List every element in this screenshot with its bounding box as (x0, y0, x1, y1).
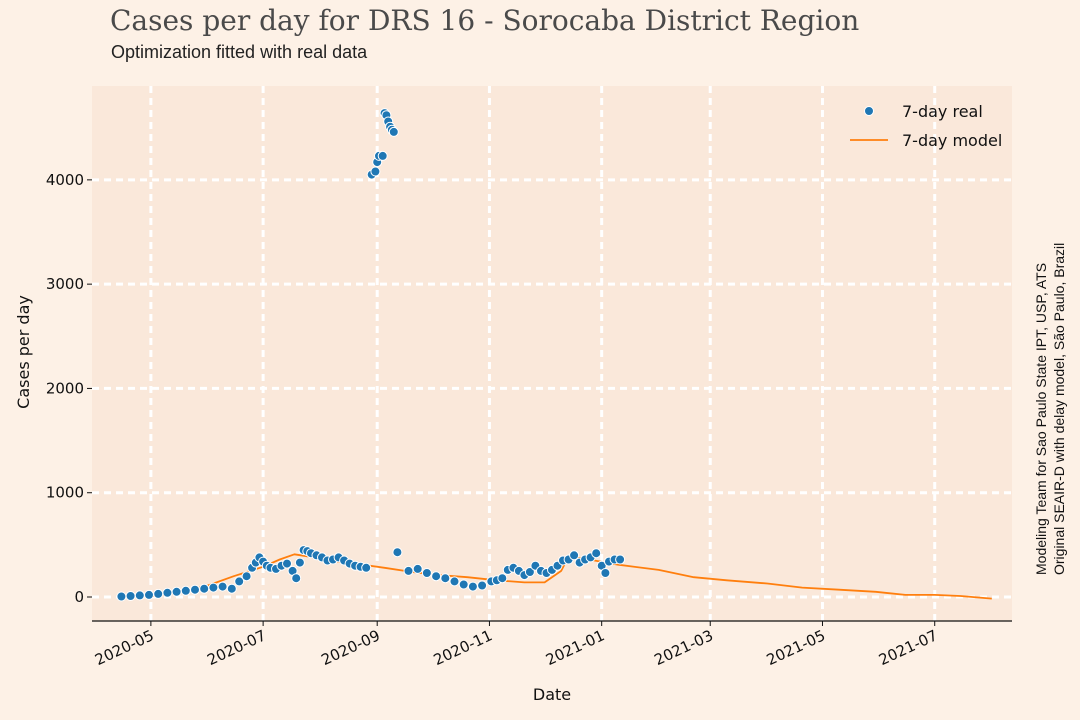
y-tick-labels: 0 1000 2000 3000 4000 (46, 171, 92, 606)
y-axis-label: Cases per day (14, 295, 33, 409)
real-point (217, 581, 228, 592)
real-point (171, 586, 182, 597)
real-point (162, 587, 173, 598)
real-point (388, 126, 399, 137)
real-series (116, 108, 626, 602)
real-point (412, 563, 423, 574)
x-tick-label: 2021-05 (764, 626, 828, 669)
real-point (294, 557, 305, 568)
y-tick-label: 4000 (46, 171, 84, 189)
real-point (497, 573, 508, 584)
real-point (282, 558, 292, 569)
credit-line-2: Original SEAIR-D with delay model, São P… (1051, 242, 1067, 575)
real-point (569, 550, 580, 561)
real-point (208, 582, 219, 593)
real-point (477, 580, 488, 591)
real-point (199, 583, 210, 594)
x-tick-label: 2020-07 (204, 626, 268, 669)
real-point (190, 584, 200, 595)
x-tick-label: 2021-01 (543, 626, 607, 669)
x-tick-label: 2020-11 (431, 626, 495, 669)
real-point (134, 590, 145, 601)
chart-subtitle: Optimization fitted with real data (111, 42, 368, 62)
grid-lines (92, 86, 1012, 621)
real-point (234, 576, 245, 587)
real-point (403, 565, 414, 576)
real-point (591, 548, 602, 559)
legend-real-label: 7-day real (902, 102, 983, 121)
legend-real-marker (864, 106, 874, 116)
credit-line-1: Modeling Team for Sao Paulo State IPT, U… (1033, 262, 1049, 575)
real-point (291, 573, 302, 584)
y-tick-label: 2000 (46, 379, 84, 397)
x-tick-label: 2020-05 (92, 626, 156, 669)
x-axis-label: Date (533, 685, 571, 704)
x-tick-labels: 2020-05 2020-07 2020-09 2020-11 2021-01 2021-… (92, 621, 940, 669)
real-point (440, 573, 451, 584)
real-point (370, 166, 381, 177)
y-tick-label: 0 (74, 588, 84, 606)
real-point (392, 547, 403, 558)
real-point (600, 568, 611, 578)
real-point (458, 579, 469, 590)
real-point (361, 562, 372, 573)
real-point (241, 571, 252, 582)
model-credit: Modeling Team for Sao Paulo State IPT, U… (1032, 243, 1068, 575)
real-point (377, 150, 388, 161)
real-point (153, 588, 164, 599)
real-point (180, 585, 191, 596)
legend-model-label: 7-day model (902, 131, 1002, 150)
real-point (144, 589, 154, 600)
chart-title: Cases per day for DRS 16 - Sorocaba Dist… (110, 4, 860, 37)
real-point (226, 583, 237, 594)
real-point (615, 554, 626, 565)
real-point (449, 576, 460, 587)
legend: 7-day real 7-day model (850, 102, 1002, 150)
x-tick-label: 2021-03 (652, 626, 716, 669)
x-tick-label: 2021-07 (876, 626, 940, 669)
plot-background (92, 86, 1012, 621)
real-point (116, 591, 127, 602)
real-point (524, 567, 535, 577)
y-tick-label: 3000 (46, 275, 84, 293)
real-point (421, 568, 432, 578)
real-point (431, 571, 442, 582)
real-point (467, 581, 478, 592)
real-point (125, 591, 136, 601)
x-tick-label: 2020-09 (318, 626, 382, 669)
y-tick-label: 1000 (46, 484, 84, 502)
